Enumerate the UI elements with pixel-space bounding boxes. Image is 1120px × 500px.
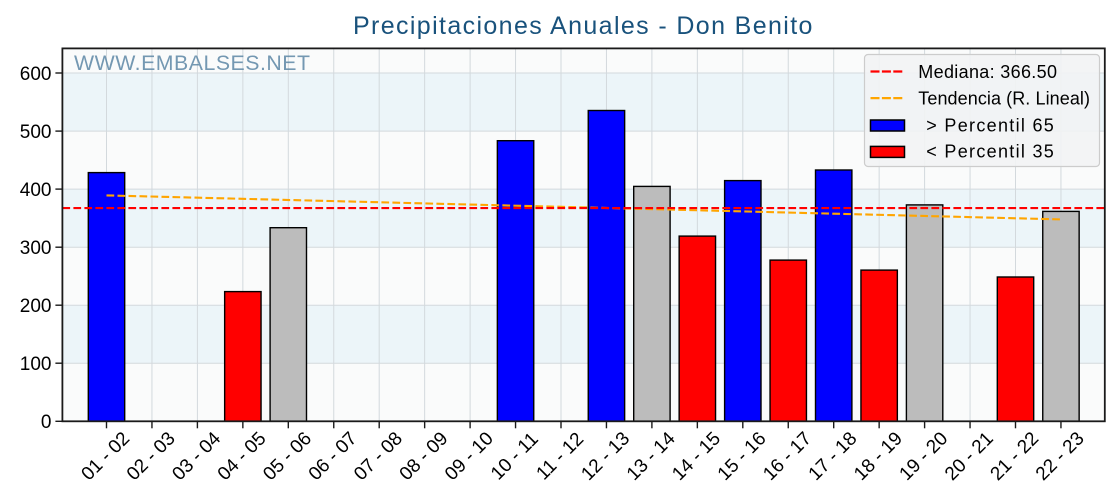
svg-text:600: 600 <box>20 64 52 85</box>
svg-text:300: 300 <box>20 238 52 259</box>
svg-text:Tendencia (R. Lineal): Tendencia (R. Lineal) <box>918 89 1090 109</box>
svg-text:200: 200 <box>20 296 52 317</box>
svg-text:400: 400 <box>20 180 52 201</box>
svg-text:500: 500 <box>20 122 52 143</box>
svg-text:WWW.EMBALSES.NET: WWW.EMBALSES.NET <box>74 51 310 75</box>
svg-text:100: 100 <box>20 354 52 375</box>
svg-text:Mediana: 366.50: Mediana: 366.50 <box>918 62 1057 82</box>
svg-text:> Percentil 65: > Percentil 65 <box>926 115 1054 135</box>
svg-text:0: 0 <box>41 412 52 433</box>
svg-text:Precipitaciones Anuales - Don: Precipitaciones Anuales - Don Benito <box>353 12 812 40</box>
svg-text:< Percentil 35: < Percentil 35 <box>926 142 1054 162</box>
